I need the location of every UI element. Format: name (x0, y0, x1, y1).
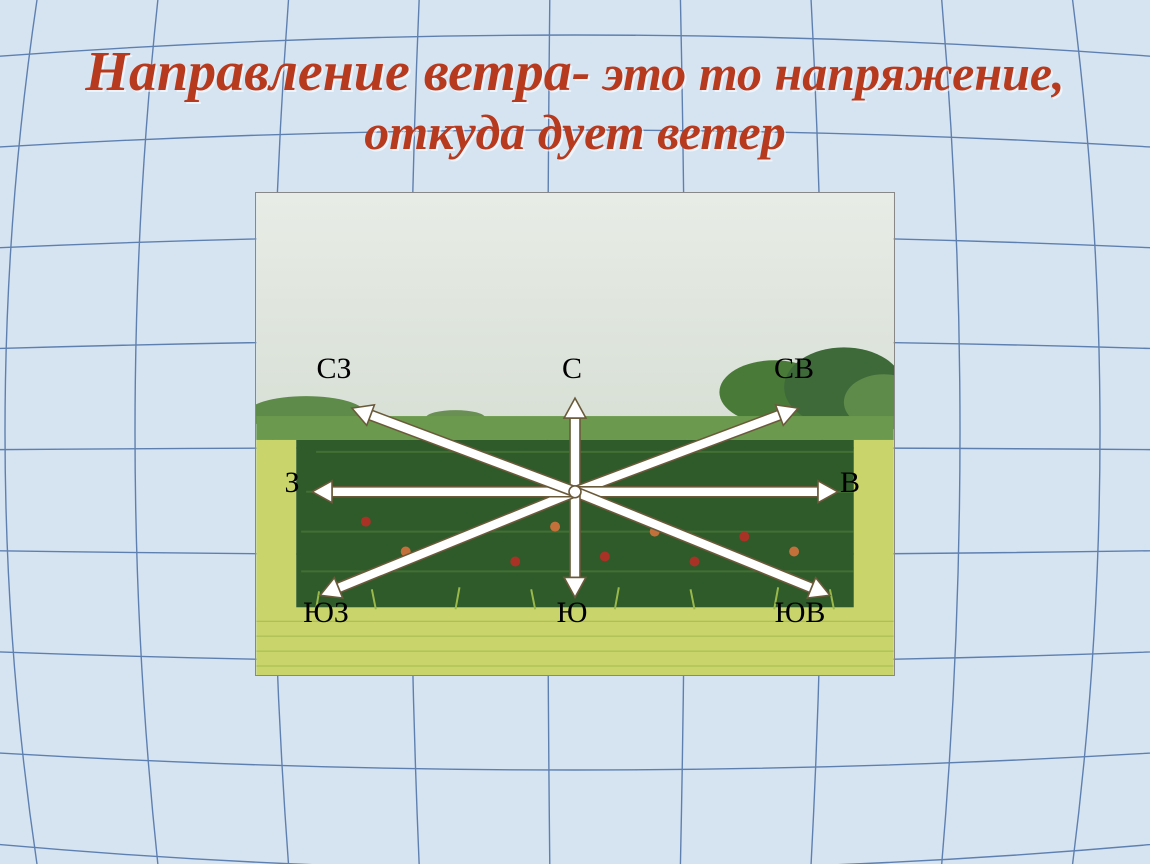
title-part-1: Направление ветра- (85, 41, 590, 103)
direction-label-ЮЗ: ЮЗ (303, 596, 349, 630)
direction-label-В: В (840, 466, 860, 500)
direction-label-ЮВ: ЮВ (775, 596, 826, 630)
direction-label-СВ: СВ (774, 352, 814, 386)
arrow-shaft (570, 418, 580, 492)
slide-title: Направление ветра- это то напряжение, от… (0, 0, 1150, 182)
arrow-shaft (570, 492, 580, 578)
arrow-shaft (332, 487, 575, 497)
compass-diagram: С СВ В ЮВ Ю ЮЗ З СЗ (255, 192, 895, 676)
direction-label-СЗ: СЗ (316, 352, 351, 386)
arrow-shaft (575, 487, 818, 497)
direction-label-С: С (562, 352, 582, 386)
direction-label-З: З (284, 466, 299, 500)
compass-center (569, 486, 581, 498)
direction-label-Ю: Ю (557, 596, 588, 630)
